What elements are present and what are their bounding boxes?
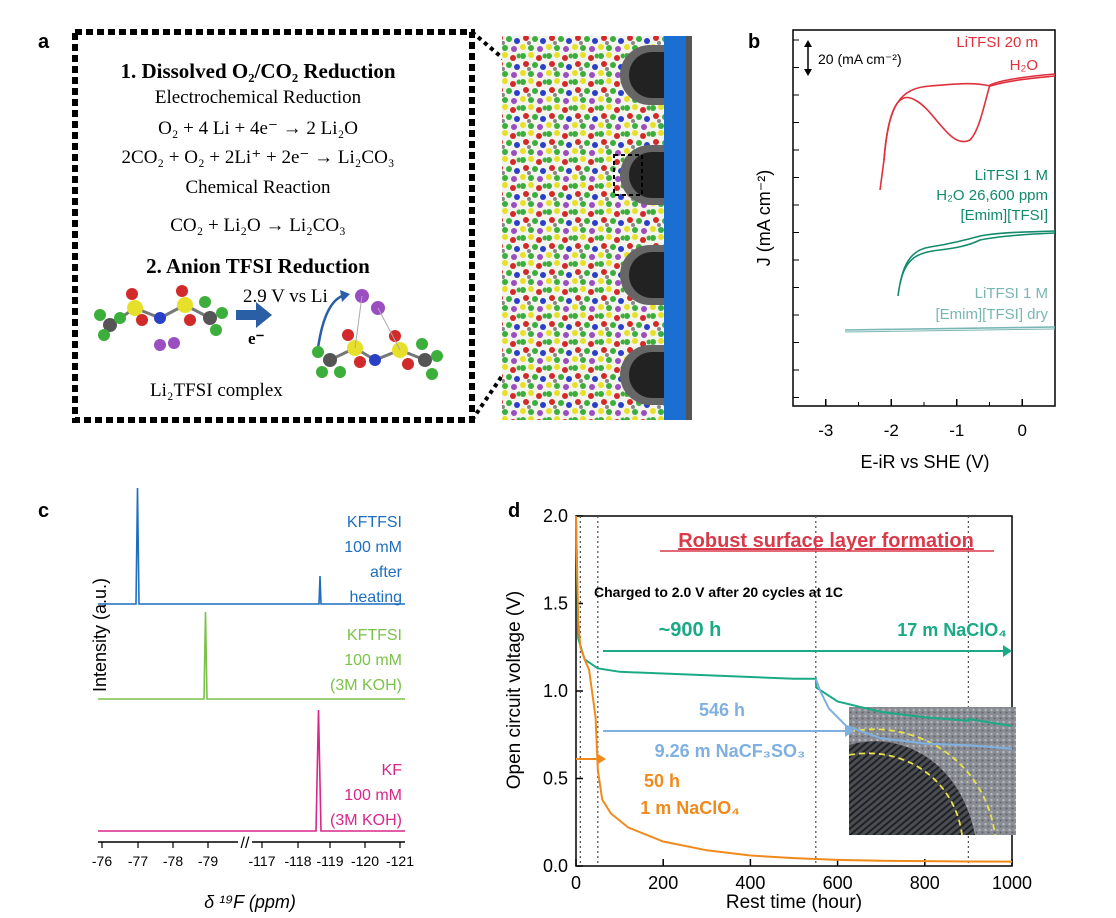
panel-label-a: a (38, 31, 50, 53)
d-ytick-label: 2.0 (543, 506, 568, 526)
c-xtick-label: -77 (128, 853, 148, 869)
series-label-litfsi-20m-line2: H₂O (1010, 57, 1038, 74)
series-label-litfsi-20m-line1: LiTFSI 20 m (956, 34, 1038, 51)
panel-b-ticks: -3 -2 -1 0 (792, 39, 1056, 440)
voltage-arrow-label: 2.9 V vs Li (243, 286, 328, 307)
li2tfsi-complex-icon (312, 289, 443, 380)
d-series-line-2 (575, 515, 1013, 863)
c-xtick-label: -117 (249, 853, 276, 869)
series-label-kftfsi-heated-line2: 100 mM (344, 539, 402, 556)
panel-d-series (575, 515, 1013, 863)
series-label-kf-line2: 100 mM (344, 787, 402, 804)
b-xtick-label: 0 (1018, 421, 1027, 440)
series-curve-litfsi-20m-return (883, 75, 1056, 161)
c-xtick-label: -79 (198, 853, 218, 869)
d-ytick-label: 1.5 (543, 594, 568, 614)
panel-c-ylabel: Intensity (a.u.) (90, 578, 110, 692)
series-label-litfsi-1m-wet-line3: [Emim][TFSI] (961, 207, 1049, 224)
reaction-heading-2: 2. Anion TFSI Reduction (146, 254, 370, 278)
d-ytick-label: 0.5 (543, 769, 568, 789)
series-curve-litfsi-1m-wet (897, 230, 1056, 297)
reaction-heading-1: 1. Dissolved O₂/CO₂ Reduction (120, 59, 395, 83)
series-label-kftfsi-koh-line3: (3M KOH) (330, 677, 402, 694)
reaction-arrow-icon (236, 310, 256, 320)
d-series-line-1 (814, 678, 1013, 750)
panel-b-ylabel: J (mA cm⁻²) (754, 170, 774, 267)
panel-d-ylabel: Open circuit voltage (V) (504, 591, 525, 790)
panel-d: 0 200 400 600 800 1000 0.0 0.5 1.0 1.5 2.0 Open ci… (504, 506, 1032, 913)
panel-b-xlabel: E-iR vs SHE (V) (860, 452, 989, 472)
d-series-line-0 (575, 515, 1013, 727)
panel-d-axes: 0 200 400 600 800 1000 0.0 0.5 1.0 1.5 2.0 (543, 506, 1032, 893)
d-xtick-label: 0 (571, 873, 581, 893)
panel-b: -3 -2 -1 0 E-iR vs SHE (V) J (mA cm⁻²) 20 (… (754, 29, 1056, 472)
duration-label-1m: 50 h (644, 771, 680, 791)
d-ytick-label: 1.0 (543, 681, 568, 701)
series-label-litfsi-1m-dry-line2: [Emim][TFSI] dry (936, 306, 1049, 323)
scale-bar-label: 20 (mA cm⁻²) (818, 51, 902, 67)
series-label-1m: 1 m NaClO₄ (640, 798, 740, 818)
series-curve-litfsi-1m-dry-return (844, 328, 1056, 333)
duration-label-17m: ~900 h (659, 619, 722, 641)
tfsi-molecule-icon (94, 285, 228, 351)
series-curve-litfsi-1m-dry (844, 326, 1056, 331)
reaction-eq-2: 2CO₂ + O₂ + 2Li⁺ + 2e⁻ → Li₂CO₃ (122, 147, 395, 168)
c-xtick-label: -118 (285, 853, 312, 869)
series-label-kftfsi-heated-line3: after (370, 564, 403, 581)
panel-c: // -76 -77 -78 -79 -117 -118 -119 -120 -121 Inten… (90, 487, 414, 912)
electrode-simulation-image (502, 36, 692, 420)
b-xtick-label: -1 (949, 421, 964, 440)
panel-a: 1. Dissolved O₂/CO₂ Reduction Electroche… (72, 29, 692, 423)
panel-d-xlabel: Rest time (hour) (726, 892, 862, 913)
d-xtick-label: 200 (648, 873, 678, 893)
b-xtick-label: -2 (884, 421, 899, 440)
series-label-17m: 17 m NaClO₄ (897, 620, 1007, 640)
panel-c-axis: // -76 -77 -78 -79 -117 -118 -119 -120 -121 (92, 835, 414, 869)
series-label-kftfsi-heated-line4: heating (350, 589, 403, 606)
c-xtick-label: -76 (92, 853, 112, 869)
panel-d-annotation: Charged to 2.0 V after 20 cycles at 1C (594, 584, 843, 600)
c-xtick-label: -121 (386, 853, 414, 869)
series-label-kf-line3: (3M KOH) (330, 812, 402, 829)
series-label-kftfsi-koh-line2: 100 mM (344, 652, 402, 669)
li2tfsi-complex-label: Li₂TFSI complex (150, 380, 283, 401)
duration-label-9m: 546 h (699, 700, 745, 720)
d-xtick-label: 600 (823, 873, 853, 893)
series-label-kftfsi-heated-line1: KFTFSI (347, 514, 402, 531)
series-label-9m: 9.26 m NaCF₃SO₃ (655, 741, 806, 761)
series-curve-litfsi-1m-wet-return (899, 232, 1056, 285)
reaction-eq-1: O₂ + 4 Li + 4e⁻ → 2 Li₂O (158, 118, 358, 139)
panel-d-title: Robust surface layer formation (678, 530, 974, 552)
reaction-subheading-electrochemical: Electrochemical Reduction (155, 87, 362, 108)
spectrum-kftfsi-3m-koh (98, 611, 405, 700)
d-xtick-label: 400 (735, 873, 765, 893)
panel-label-b: b (748, 31, 760, 53)
series-label-litfsi-1m-wet-line1: LiTFSI 1 M (975, 167, 1048, 184)
c-xtick-label: -78 (163, 853, 183, 869)
spectrum-kftfsi-after-heating (98, 487, 405, 605)
b-xtick-label: -3 (818, 421, 833, 440)
c-axis-break: // (241, 835, 250, 852)
series-label-litfsi-1m-dry-line1: LiTFSI 1 M (975, 285, 1048, 302)
panel-c-xlabel: δ ¹⁹F (ppm) (204, 892, 296, 912)
series-label-kftfsi-koh-line1: KFTFSI (347, 627, 402, 644)
d-xtick-label: 1000 (992, 873, 1032, 893)
reaction-subheading-chemical: Chemical Reaction (185, 177, 331, 198)
spectrum-kf-3m-koh (98, 709, 405, 832)
electron-label: e⁻ (248, 329, 265, 348)
d-ytick-label: 0.0 (543, 856, 568, 876)
c-xtick-label: -120 (351, 853, 379, 869)
tem-inset-image (848, 707, 1016, 836)
d-xtick-label: 800 (910, 873, 940, 893)
reaction-eq-3: CO₂ + Li₂O → Li₂CO₃ (170, 215, 346, 236)
series-label-litfsi-1m-wet-line2: H₂O 26,600 ppm (936, 187, 1048, 204)
c-xtick-label: -119 (317, 853, 344, 869)
panel-label-d: d (508, 500, 520, 522)
panel-label-c: c (38, 500, 49, 522)
series-label-kf-line1: KF (382, 762, 403, 779)
